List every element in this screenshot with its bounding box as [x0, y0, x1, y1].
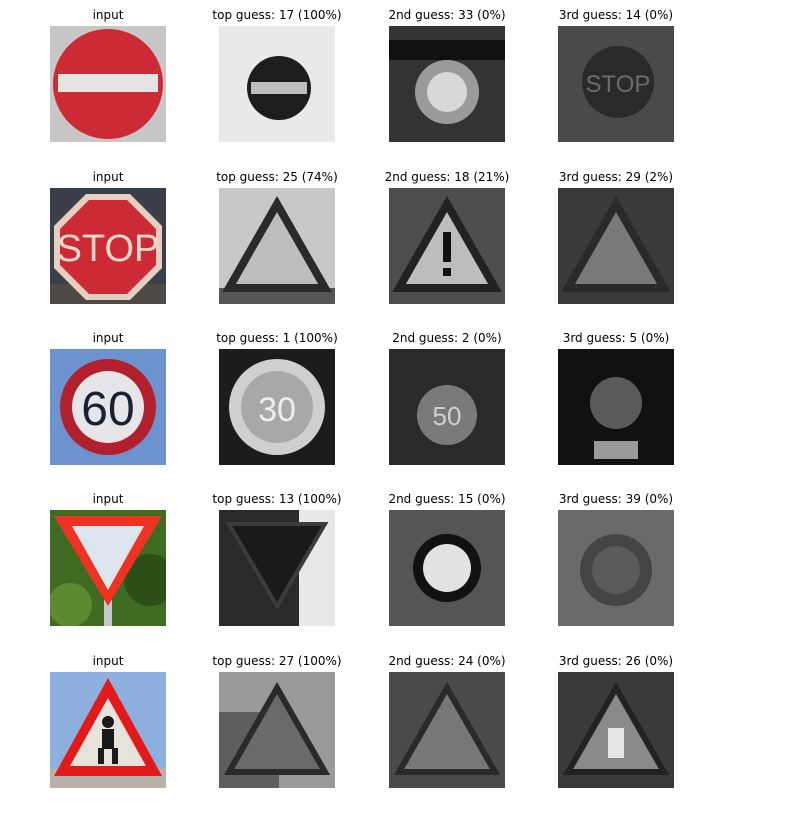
third-guess-caption: 3rd guess: 14 (0%)	[558, 8, 674, 22]
third-guess-caption: 3rd guess: 26 (0%)	[558, 654, 674, 668]
second-guess-image: 50	[389, 349, 505, 465]
second-guess-caption: 2nd guess: 18 (21%)	[384, 170, 510, 184]
input-sign-image	[50, 672, 166, 788]
input-sign-caption: input	[92, 170, 124, 184]
third-guess-image	[558, 188, 674, 304]
top-guess-image	[219, 510, 335, 626]
second-guess-image	[389, 188, 505, 304]
second-guess-caption: 2nd guess: 15 (0%)	[388, 492, 506, 506]
third-guess-image	[558, 510, 674, 626]
input-sign-caption: input	[92, 654, 124, 668]
second-guess-caption: 2nd guess: 2 (0%)	[392, 331, 502, 345]
svg-text:30: 30	[258, 391, 296, 429]
third-guess-image: STOP	[558, 26, 674, 142]
top-guess-caption: top guess: 1 (100%)	[216, 331, 338, 345]
top-guess-caption: top guess: 13 (100%)	[212, 492, 342, 506]
third-guess-caption: 3rd guess: 29 (2%)	[558, 170, 674, 184]
top-guess-image	[219, 188, 335, 304]
input-sign-image	[50, 510, 166, 626]
input-sign-image: STOP	[50, 188, 166, 304]
second-guess-image	[389, 510, 505, 626]
second-guess-image	[389, 672, 505, 788]
top-guess-image: 30	[219, 349, 335, 465]
second-guess-caption: 2nd guess: 33 (0%)	[388, 8, 506, 22]
third-guess-image	[558, 349, 674, 465]
svg-text:60: 60	[81, 383, 134, 436]
input-sign-caption: input	[92, 8, 124, 22]
top-guess-image	[219, 672, 335, 788]
top-guess-caption: top guess: 25 (74%)	[216, 170, 338, 184]
input-sign-image	[50, 26, 166, 142]
second-guess-caption: 2nd guess: 24 (0%)	[388, 654, 506, 668]
svg-text:STOP: STOP	[57, 228, 160, 270]
input-sign-caption: input	[92, 331, 124, 345]
second-guess-image	[389, 26, 505, 142]
third-guess-caption: 3rd guess: 5 (0%)	[562, 331, 670, 345]
input-sign-caption: input	[92, 492, 124, 506]
top-guess-caption: top guess: 27 (100%)	[212, 654, 342, 668]
third-guess-caption: 3rd guess: 39 (0%)	[558, 492, 674, 506]
svg-text:STOP: STOP	[586, 71, 651, 98]
third-guess-image	[558, 672, 674, 788]
svg-text:50: 50	[433, 401, 462, 431]
top-guess-image	[219, 26, 335, 142]
input-sign-image: 60	[50, 349, 166, 465]
top-guess-caption: top guess: 17 (100%)	[212, 8, 342, 22]
